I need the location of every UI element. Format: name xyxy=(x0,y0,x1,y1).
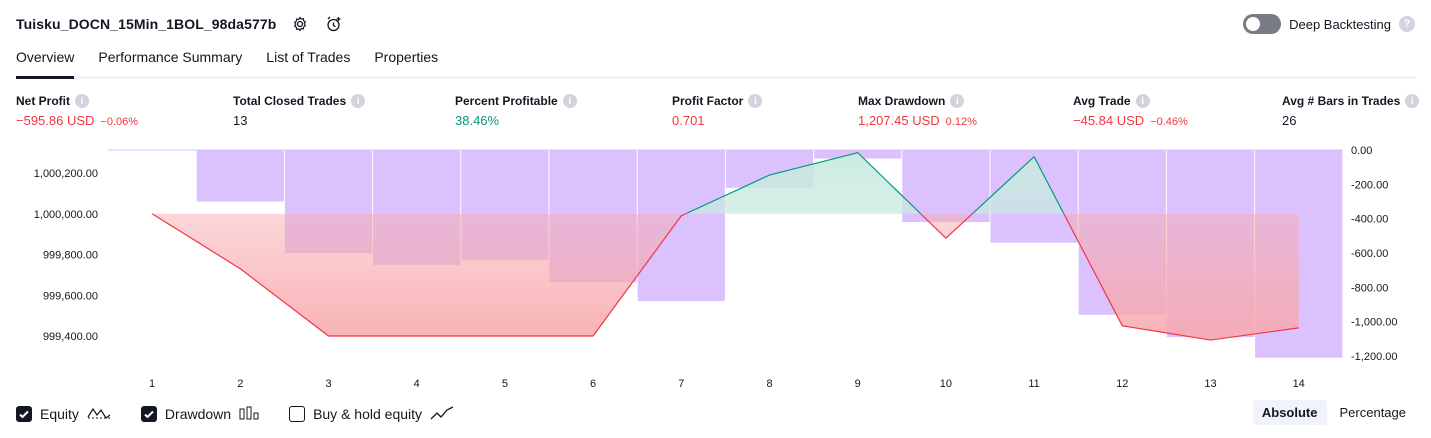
metric-label: Avg # Bars in Trades xyxy=(1282,94,1401,108)
metric-label: Profit Factor xyxy=(672,94,744,108)
equity-line-icon xyxy=(87,406,111,423)
x-tick-label: 10 xyxy=(940,378,952,390)
x-tick-label: 9 xyxy=(855,378,861,390)
info-icon[interactable]: i xyxy=(950,94,965,108)
info-icon[interactable]: i xyxy=(1135,94,1150,108)
y-left-tick-label: 999,400.00 xyxy=(43,331,98,343)
info-icon[interactable]: i xyxy=(351,94,366,108)
metric-label: Percent Profitable xyxy=(455,94,558,108)
drawdown-checkbox[interactable] xyxy=(140,406,157,422)
x-tick-label: 8 xyxy=(766,378,772,390)
y-right-tick-label: -800.00 xyxy=(1351,282,1388,294)
x-tick-label: 13 xyxy=(1204,378,1216,390)
metric-net-profit: Net Profit i −595.86 USD −0.06% xyxy=(16,94,138,128)
buy-hold-label: Buy & hold equity xyxy=(313,406,423,422)
x-tick-label: 11 xyxy=(1028,378,1039,390)
metric-avg-trade: Avg Trade i −45.84 USD −0.46% xyxy=(1073,94,1188,128)
drawdown-bar xyxy=(196,150,284,202)
metric-percent: 0.12% xyxy=(945,116,977,128)
metric-percent: −0.06% xyxy=(100,116,139,128)
y-right-tick-label: -200.00 xyxy=(1351,179,1388,191)
info-icon[interactable]: i xyxy=(75,94,89,108)
y-right-tick-label: -1,000.00 xyxy=(1351,317,1397,329)
metric-value: −45.84 USD xyxy=(1073,113,1145,128)
x-tick-label: 4 xyxy=(414,378,420,390)
metric-label: Total Closed Trades xyxy=(233,94,347,108)
info-icon[interactable]: i xyxy=(562,94,577,108)
info-icon[interactable]: i xyxy=(1405,94,1420,108)
value-mode-switch: Absolute Percentage xyxy=(1252,400,1415,425)
info-icon[interactable]: i xyxy=(748,94,763,108)
buy-hold-checkbox[interactable] xyxy=(289,406,306,422)
equity-checkbox[interactable] xyxy=(16,406,32,422)
y-axis-right: 0.00 -200.00 -400.00 -600.00 -800.00 -1,000.0… xyxy=(1351,145,1397,363)
buy-hold-line-icon xyxy=(430,405,454,423)
x-tick-label: 5 xyxy=(502,378,508,390)
equity-line-loss xyxy=(151,213,1299,341)
x-tick-label: 12 xyxy=(1116,378,1128,390)
x-tick-label: 6 xyxy=(590,378,596,390)
deep-backtesting-toggle[interactable] xyxy=(1243,14,1282,34)
strategy-header: Tuisku_DOCN_15Min_1BOL_98da577b xyxy=(16,12,344,36)
drawdown-label: Drawdown xyxy=(164,406,232,422)
strategy-name: Tuisku_DOCN_15Min_1BOL_98da577b xyxy=(16,16,277,32)
metric-percent-profitable: Percent Profitable i 38.46% xyxy=(455,94,577,128)
toggle-knob xyxy=(1246,17,1261,31)
metric-max-drawdown: Max Drawdown i 1,207.45 USD 0.12% xyxy=(858,94,977,128)
x-tick-label: 2 xyxy=(237,378,243,390)
y-right-tick-label: -400.00 xyxy=(1351,214,1388,226)
x-tick-label: 14 xyxy=(1293,378,1305,390)
x-axis: 1 2 3 4 5 6 7 8 9 10 11 12 13 14 xyxy=(149,378,1305,390)
tab-overview[interactable]: Overview xyxy=(16,44,75,79)
y-right-tick-label: -600.00 xyxy=(1351,248,1388,260)
metric-value: 38.46% xyxy=(455,113,500,128)
gear-icon[interactable] xyxy=(290,14,310,34)
metric-label: Max Drawdown xyxy=(858,94,946,108)
equity-area xyxy=(152,152,1299,341)
equity-profit-area xyxy=(152,152,1299,214)
x-tick-label: 3 xyxy=(325,378,331,390)
y-right-tick-label: -1,200.00 xyxy=(1351,351,1397,363)
deep-backtesting-label: Deep Backtesting xyxy=(1289,16,1391,32)
equity-loss-area xyxy=(152,213,1299,341)
tab-list-of-trades[interactable]: List of Trades xyxy=(266,49,351,65)
metric-label: Avg Trade xyxy=(1073,94,1131,108)
metric-total-closed-trades: Total Closed Trades i 13 xyxy=(233,94,366,128)
metric-value: 13 xyxy=(233,113,248,128)
metric-avg-bars: Avg # Bars in Trades i 26 xyxy=(1282,94,1420,128)
metric-profit-factor: Profit Factor i 0.701 xyxy=(672,94,763,128)
y-left-tick-label: 999,600.00 xyxy=(43,290,98,302)
x-tick-label: 1 xyxy=(149,378,155,390)
metric-label: Net Profit xyxy=(16,94,70,108)
mode-percentage[interactable]: Percentage xyxy=(1339,405,1407,420)
y-axis-left: 1,000,200.00 1,000,000.00 999,800.00 999,60… xyxy=(34,168,98,343)
metric-value: 0.701 xyxy=(672,113,705,128)
equity-line-profit xyxy=(152,151,1065,214)
drawdown-bars-icon xyxy=(239,406,259,423)
metric-percent: −0.46% xyxy=(1150,116,1188,128)
equity-drawdown-chart[interactable]: 1,000,200.00 1,000,000.00 999,800.00 999,60… xyxy=(0,138,1431,394)
chart-legend: Equity Drawdown Buy & hold equity xyxy=(16,402,484,426)
tab-properties[interactable]: Properties xyxy=(374,49,439,65)
metric-value: −595.86 USD xyxy=(16,113,95,128)
add-alert-icon[interactable] xyxy=(324,14,344,34)
help-icon[interactable]: ? xyxy=(1399,16,1415,32)
report-tabs: Overview Performance Summary List of Tra… xyxy=(16,44,1415,79)
tab-performance-summary[interactable]: Performance Summary xyxy=(98,49,243,65)
metric-value: 1,207.45 USD xyxy=(858,113,940,128)
drawdown-toggle[interactable]: Drawdown xyxy=(140,406,259,423)
metric-value: 26 xyxy=(1282,113,1297,128)
equity-line xyxy=(151,151,1299,341)
y-left-tick-label: 1,000,200.00 xyxy=(34,168,98,180)
y-right-tick-label: 0.00 xyxy=(1351,145,1372,157)
mode-absolute[interactable]: Absolute xyxy=(1252,400,1327,425)
buy-hold-toggle[interactable]: Buy & hold equity xyxy=(289,405,454,423)
equity-label: Equity xyxy=(40,406,79,422)
x-tick-label: 7 xyxy=(678,378,684,390)
equity-toggle[interactable]: Equity xyxy=(16,406,111,423)
y-left-tick-label: 1,000,000.00 xyxy=(34,209,98,221)
deep-backtesting: Deep Backtesting ? xyxy=(1243,12,1415,36)
y-left-tick-label: 999,800.00 xyxy=(43,250,98,262)
